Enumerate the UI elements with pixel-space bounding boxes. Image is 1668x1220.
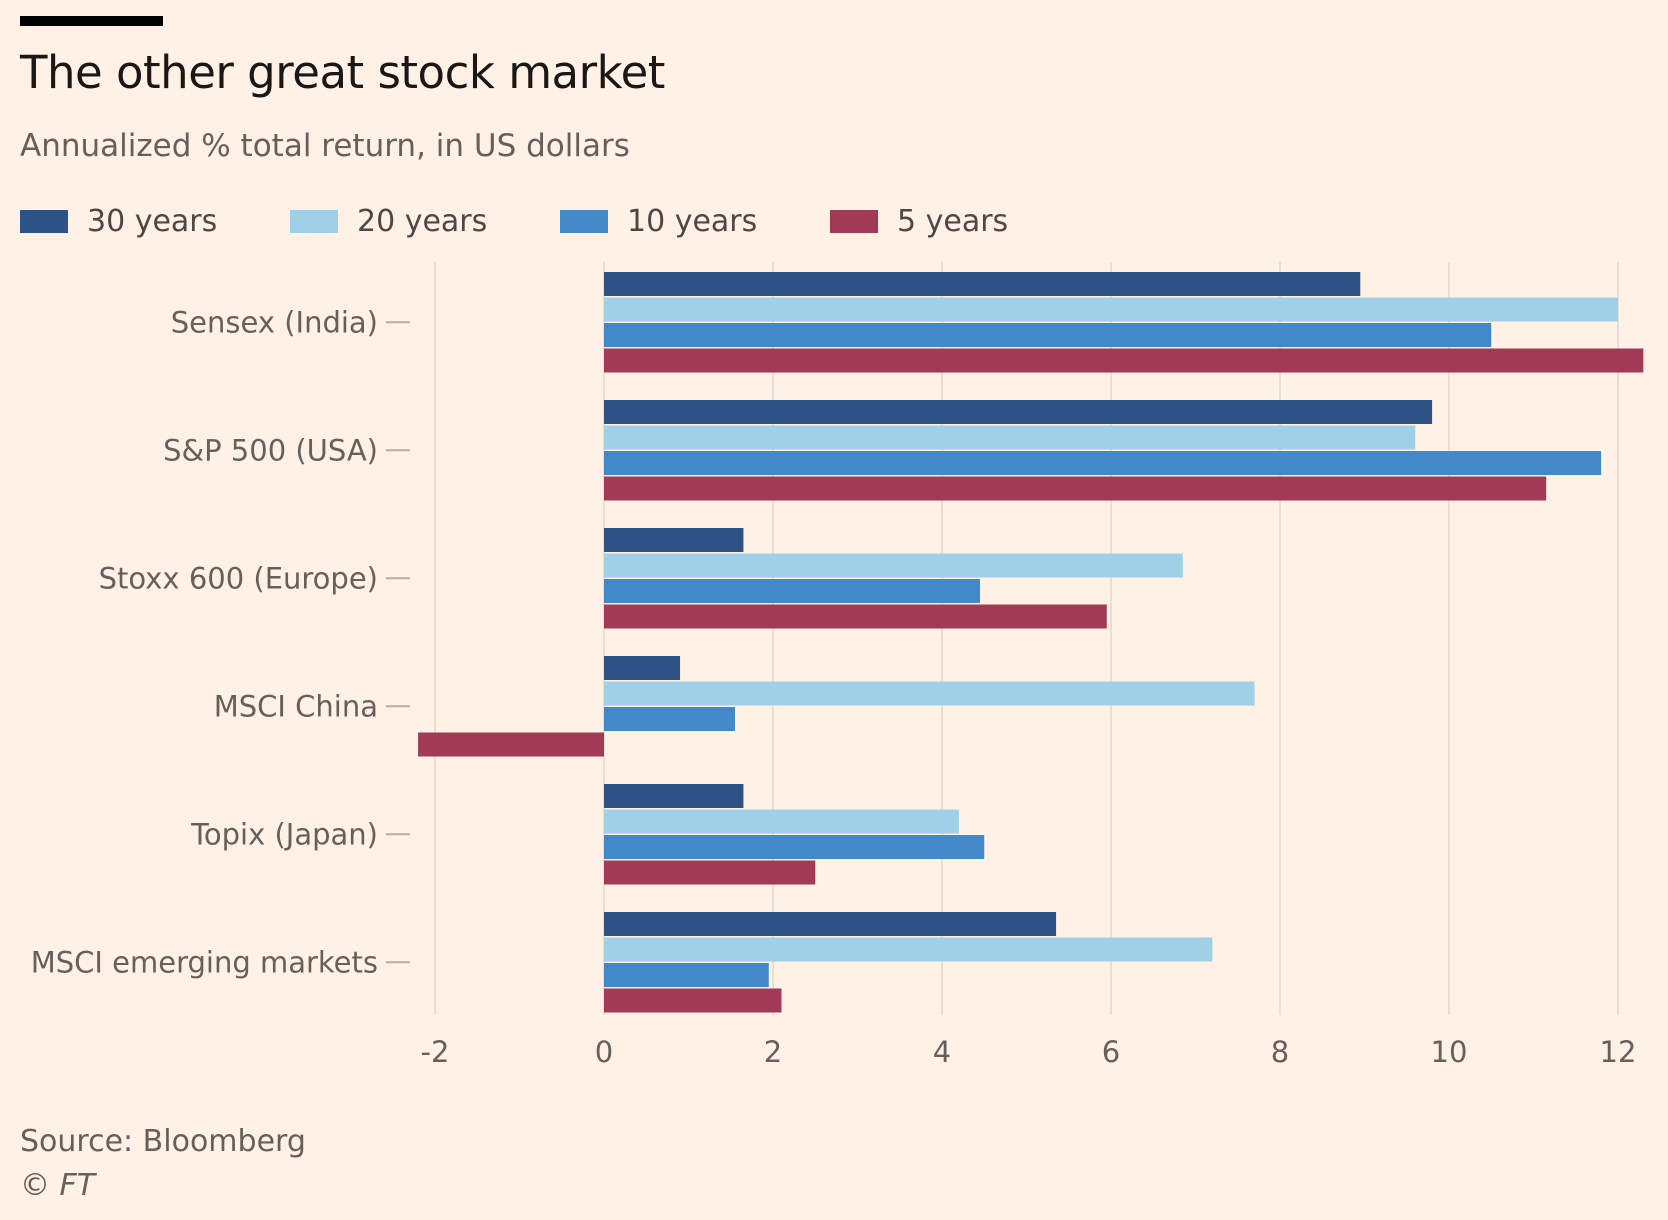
chart-subtitle: Annualized % total return, in US dollars — [20, 128, 630, 164]
x-tick-label-2: 2 — [764, 1035, 782, 1069]
legend-swatch-5-years — [830, 210, 878, 233]
bar-1-2 — [604, 451, 1602, 475]
bar-5-3 — [604, 988, 782, 1013]
legend-label-10-years: 10 years — [627, 204, 758, 239]
bar-3-1 — [604, 681, 1255, 706]
bar-3-2 — [604, 707, 735, 731]
bar-0-0 — [604, 272, 1361, 296]
bar-5-1 — [604, 937, 1213, 962]
source-note: Source: Bloomberg — [20, 1124, 306, 1159]
bar-2-1 — [604, 553, 1183, 578]
legend-label-5-years: 5 years — [897, 204, 1009, 239]
legend-swatch-30-years — [20, 210, 68, 233]
bar-0-2 — [604, 323, 1492, 347]
category-label-4: Topix (Japan) — [190, 817, 378, 851]
bar-3-3 — [418, 732, 604, 757]
bar-1-3 — [604, 476, 1547, 501]
x-tick-label-3: 4 — [933, 1035, 951, 1069]
x-tick-label-7: 12 — [1600, 1035, 1637, 1069]
category-label-1: S&P 500 (USA) — [163, 433, 378, 467]
bar-2-3 — [604, 604, 1107, 629]
bar-1-1 — [604, 425, 1416, 450]
x-tick-label-1: 0 — [595, 1035, 613, 1069]
category-label-2: Stoxx 600 (Europe) — [99, 561, 378, 595]
x-tick-label-5: 8 — [1271, 1035, 1289, 1069]
bar-3-0 — [604, 656, 681, 680]
bar-1-0 — [604, 400, 1433, 424]
legend-label-30-years: 30 years — [87, 204, 218, 239]
bar-2-2 — [604, 579, 981, 603]
x-tick-label-6: 10 — [1431, 1035, 1468, 1069]
bar-4-3 — [604, 860, 816, 885]
x-tick-label-4: 6 — [1102, 1035, 1120, 1069]
category-label-3: MSCI China — [214, 689, 378, 723]
category-label-0: Sensex (India) — [171, 305, 378, 339]
chart-title: The other great stock market — [20, 46, 665, 99]
x-tick-label-0: -2 — [421, 1035, 450, 1069]
legend-label-20-years: 20 years — [357, 204, 488, 239]
legend-swatch-10-years — [560, 210, 608, 233]
bar-2-0 — [604, 528, 744, 552]
bar-0-3 — [604, 348, 1644, 373]
bar-5-2 — [604, 963, 769, 987]
legend-swatch-20-years — [290, 210, 338, 233]
bar-0-1 — [604, 297, 1618, 322]
bar-4-0 — [604, 784, 744, 808]
bar-5-0 — [604, 912, 1057, 936]
copyright-note: © FT — [20, 1168, 96, 1203]
category-label-5: MSCI emerging markets — [31, 945, 378, 979]
bar-4-1 — [604, 809, 959, 834]
top-rule — [20, 16, 163, 26]
bar-4-2 — [604, 835, 985, 859]
